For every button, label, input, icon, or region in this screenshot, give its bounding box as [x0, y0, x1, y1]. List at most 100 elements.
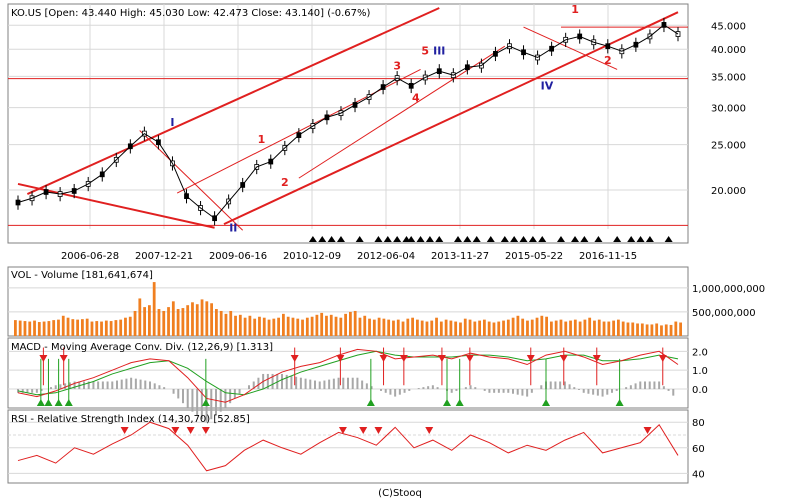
macd-sell-marker [559, 355, 568, 362]
volume-bar [573, 319, 577, 336]
signal-marker [425, 236, 434, 242]
macd-histogram-bar [648, 381, 651, 390]
macd-histogram-bar [667, 389, 670, 391]
volume-bar [368, 318, 371, 336]
price-y-tick-label: 40.000 [711, 45, 746, 56]
macd-sell-marker [39, 355, 48, 362]
macd-histogram-bar [559, 381, 562, 390]
signal-marker [355, 236, 364, 242]
macd-histogram-bar [606, 389, 609, 395]
volume-bar [492, 322, 496, 336]
macd-histogram-bar [512, 389, 514, 394]
volume-bar [497, 321, 501, 336]
volume-bar [377, 317, 381, 336]
macd-histogram-bar [611, 389, 613, 393]
volume-bar [411, 317, 414, 336]
volume-bar [124, 317, 127, 336]
volume-bar [545, 316, 548, 336]
volume-bar [454, 321, 458, 336]
macd-histogram-bar [215, 389, 217, 416]
macd-histogram-bar [417, 388, 420, 390]
signal-marker [374, 236, 383, 242]
rsi-y-tick-label: 80 [692, 418, 705, 429]
signal-marker [594, 236, 603, 242]
volume-bar [621, 321, 625, 336]
signal-marker [416, 236, 425, 242]
macd-buy-marker [64, 399, 73, 406]
macd-histogram-bar [554, 381, 557, 390]
signal-marker [393, 236, 402, 242]
macd-title: MACD - Moving Average Conv. Div. (12,26,… [11, 342, 273, 353]
macd-sell-marker [437, 355, 446, 362]
rsi-marker [359, 427, 368, 434]
panel-frame-price [7, 3, 689, 244]
macd-histogram-bar [662, 386, 665, 390]
signal-marker [308, 236, 317, 242]
volume-bar [282, 313, 285, 336]
macd-histogram-bar [73, 381, 76, 390]
trend-line [298, 45, 506, 179]
macd-histogram-bar [50, 387, 52, 390]
rsi-marker [186, 427, 195, 434]
volume-bar [449, 320, 453, 336]
macd-histogram-bar [625, 387, 628, 390]
volume-bar [564, 321, 568, 336]
volume-bar [344, 313, 347, 336]
wave-label: 2 [604, 54, 612, 67]
signal-marker [383, 236, 392, 242]
rsi-panel: 80 60 40 RSI - Relative Strength Index (14,… [8, 414, 705, 480]
macd-histogram-bar [285, 374, 288, 390]
macd-histogram-bar [248, 385, 250, 390]
macd-histogram-bar [431, 385, 434, 390]
macd-histogram-bar [101, 381, 104, 390]
macd-histogram-bar [408, 389, 411, 391]
volume-bar [593, 320, 596, 336]
volume-bar [578, 321, 582, 336]
wave-label: II [229, 221, 237, 234]
volume-bar [401, 321, 405, 336]
volume-bar [502, 320, 505, 336]
price-candle-body [15, 199, 21, 206]
macd-buy-marker [36, 399, 45, 406]
volume-bar [506, 319, 510, 336]
volume-bar [229, 310, 233, 336]
macd-panel: 2.0 1.0 0.0 MACD - Moving Average Conv. Div… [8, 342, 708, 423]
volume-bar [459, 322, 462, 336]
volume-bar [162, 310, 166, 336]
macd-histogram-bar [149, 381, 151, 390]
signal-marker [538, 236, 547, 242]
macd-histogram-bar [502, 389, 505, 393]
volume-bar [301, 319, 304, 336]
macd-buy-marker [455, 399, 464, 406]
macd-histogram-bar [573, 387, 576, 390]
volume-bar [181, 308, 185, 336]
macd-histogram-bar [497, 389, 500, 393]
volume-bar [90, 321, 94, 336]
volume-bar [95, 321, 99, 336]
volume-bar [559, 319, 563, 336]
volume-bar [171, 301, 175, 336]
signal-marker [486, 236, 495, 242]
volume-bar [47, 321, 51, 336]
panel-frame-macd [7, 337, 689, 409]
macd-histogram-bar [427, 386, 430, 390]
x-tick-label: 2016-11-15 [579, 251, 637, 262]
macd-histogram-bar [290, 375, 293, 390]
volume-bar [664, 324, 668, 336]
macd-histogram-bar [394, 389, 397, 397]
trend-line [17, 182, 215, 229]
volume-bar [387, 319, 391, 336]
rsi-marker [201, 427, 210, 434]
signal-marker [636, 236, 645, 242]
macd-histogram-bar [540, 385, 543, 390]
wave-label: 5 [421, 44, 429, 57]
volume-bar [104, 320, 108, 336]
volume-bar [660, 325, 663, 336]
volume-bar [315, 314, 319, 336]
volume-bar [128, 316, 132, 336]
macd-histogram-bar [158, 385, 161, 390]
macd-histogram-bar [653, 381, 656, 390]
macd-histogram-bar [389, 389, 392, 395]
macd-histogram-bar [493, 389, 496, 393]
volume-bar [602, 321, 606, 336]
